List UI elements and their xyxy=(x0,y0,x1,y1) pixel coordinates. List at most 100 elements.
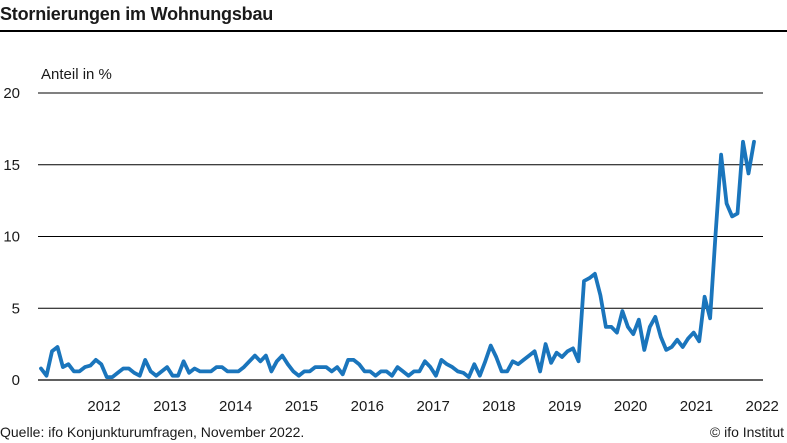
data-point xyxy=(160,369,164,373)
data-point xyxy=(275,359,279,363)
data-point xyxy=(258,359,262,363)
data-point xyxy=(363,369,367,373)
data-point xyxy=(374,374,378,378)
data-point xyxy=(741,140,745,144)
data-point xyxy=(620,309,624,313)
x-axis-ticks: 2012 2013 2014 2015 2016 2017 2018 2019 2020 2021… xyxy=(87,398,779,415)
data-point xyxy=(242,365,246,369)
data-point xyxy=(478,374,482,378)
data-point xyxy=(544,342,548,346)
x-tick-label: 2016 xyxy=(351,398,384,415)
data-point xyxy=(412,369,416,373)
data-point xyxy=(577,359,580,363)
data-point xyxy=(434,374,438,378)
credit: © ifo Institut xyxy=(709,424,784,440)
data-point xyxy=(313,365,317,369)
data-point xyxy=(615,331,619,335)
data-point xyxy=(483,359,487,363)
data-point xyxy=(127,367,131,370)
y-axis-ticks: 0 5 10 15 20 xyxy=(3,85,20,389)
data-point xyxy=(171,374,175,378)
data-point xyxy=(571,346,575,350)
data-point xyxy=(72,369,76,373)
data-point xyxy=(631,332,635,336)
data-point xyxy=(99,362,103,366)
x-tick-label: 2018 xyxy=(482,398,515,415)
data-point xyxy=(752,140,756,144)
data-point xyxy=(642,348,646,352)
x-tick-label: 2019 xyxy=(548,398,581,415)
data-point xyxy=(730,214,734,218)
data-point xyxy=(308,369,312,373)
data-point xyxy=(209,369,213,373)
data-point xyxy=(105,375,109,379)
data-point xyxy=(725,202,729,205)
data-point xyxy=(149,369,153,373)
data-point xyxy=(330,369,334,373)
data-point xyxy=(247,359,251,363)
data-point xyxy=(165,365,169,369)
data-point xyxy=(341,372,345,376)
data-point xyxy=(566,349,569,353)
data-point xyxy=(379,369,383,373)
data-point xyxy=(494,355,498,359)
data-point xyxy=(697,339,701,343)
data-point xyxy=(703,295,707,299)
data-point xyxy=(456,369,460,373)
data-point xyxy=(555,351,559,355)
data-point xyxy=(450,365,454,369)
series-line xyxy=(39,139,756,379)
data-point xyxy=(626,325,630,329)
data-point xyxy=(461,371,465,375)
data-point xyxy=(560,355,564,359)
data-point xyxy=(138,374,142,378)
data-point xyxy=(204,369,207,373)
data-point xyxy=(598,293,602,297)
data-point xyxy=(588,276,591,280)
data-point xyxy=(66,362,70,366)
data-point xyxy=(352,358,356,362)
y-axis-label: Anteil in % xyxy=(41,66,112,83)
x-tick-label: 2020 xyxy=(614,398,647,415)
data-point xyxy=(407,374,410,378)
data-point xyxy=(226,369,229,373)
data-point xyxy=(692,331,696,335)
data-point xyxy=(648,325,652,329)
y-tick-label: 0 xyxy=(12,372,20,389)
data-point xyxy=(489,344,493,348)
data-point xyxy=(94,358,98,362)
data-point xyxy=(670,345,674,349)
data-point xyxy=(154,374,158,378)
data-point xyxy=(604,325,608,329)
y-tick-label: 15 xyxy=(3,157,20,174)
data-point xyxy=(516,362,520,366)
data-point xyxy=(511,359,515,363)
data-point xyxy=(659,335,663,339)
data-point xyxy=(50,349,54,353)
data-point xyxy=(609,325,613,329)
x-tick-label: 2015 xyxy=(285,398,318,415)
data-point xyxy=(472,362,476,366)
data-point xyxy=(681,345,685,349)
data-point xyxy=(45,374,48,378)
data-point xyxy=(505,369,509,373)
data-points xyxy=(39,140,756,379)
data-point xyxy=(83,365,87,369)
y-tick-label: 5 xyxy=(12,300,20,317)
data-point xyxy=(368,369,372,373)
data-point xyxy=(500,369,504,373)
data-point xyxy=(719,153,723,157)
data-point xyxy=(417,369,421,373)
data-point xyxy=(236,369,240,373)
data-point xyxy=(193,367,197,370)
data-point xyxy=(253,354,257,358)
data-point xyxy=(445,362,449,366)
x-tick-label: 2022 xyxy=(746,398,779,415)
data-point xyxy=(428,365,432,369)
data-point xyxy=(77,369,81,373)
data-point xyxy=(56,345,59,349)
data-point xyxy=(319,365,323,369)
data-point xyxy=(143,358,147,362)
data-point xyxy=(385,369,388,373)
